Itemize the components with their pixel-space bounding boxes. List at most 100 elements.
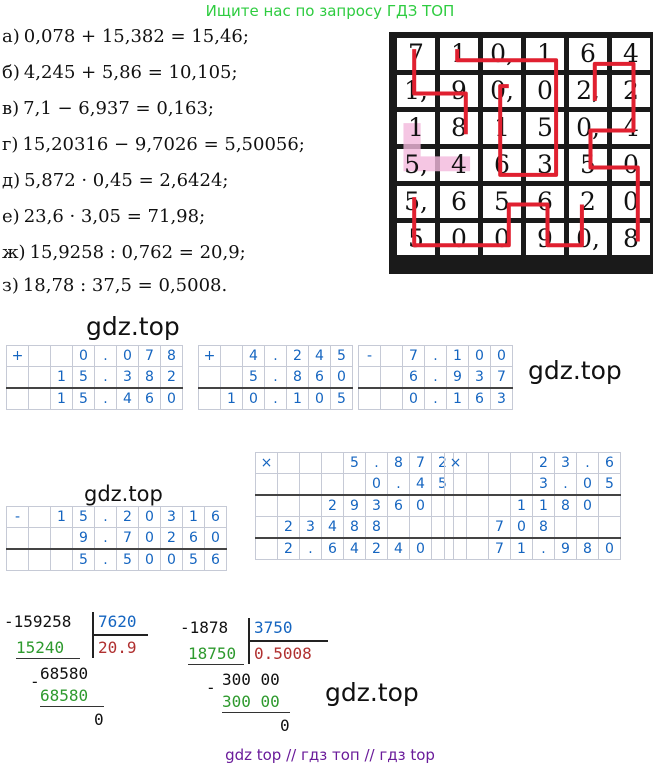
puzzle-cell: 0 [451,224,467,253]
dividend: -159258 [4,612,72,631]
digit-cell: 3 [490,387,513,410]
puzzle-cell: 5 [494,187,510,216]
digit-cell: 8 [343,516,366,539]
subtrahend-2: 300 00 [222,692,280,711]
digit-cell: 1 [50,506,73,528]
digit-cell: 8 [160,345,183,367]
digit-cell: 0 [160,548,183,571]
dividend: -1878 [180,618,229,637]
subtrahend: 15240 [16,638,65,657]
digit-cell: 4 [308,345,331,367]
digit-cell: . [94,345,117,367]
digit-cell: 0 [330,366,353,389]
puzzle-cell: 3 [537,150,553,179]
digit-cell: 3 [554,452,577,474]
digit-cell: 2 [116,506,139,528]
operator-cell: × [444,452,467,474]
puzzle-cell: 0 [537,76,553,105]
digit-cell: 7 [138,345,161,367]
digit-cell: 0 [468,345,491,367]
puzzle-cell: 5, [404,150,428,179]
digit-cell: 0 [308,387,331,410]
puzzle-cell: 0 [494,224,510,253]
digit-cell: 2 [277,537,300,560]
digit-cell: 1 [50,366,73,389]
digit-cell: 7 [490,366,513,389]
digit-cell: 7 [488,516,511,539]
column-multiplication-f: × 2 3. 6 3. 0 5 1 1 8 0 7 0 8 7 1. 9 8 0 [444,452,621,560]
digit-cell: 7 [402,345,425,367]
digit-cell: 6 [204,506,227,528]
equation-item: б) 4,245 + 5,86 = 10,105; [2,62,238,83]
digit-cell: 6 [321,537,344,560]
digit-cell: 1 [510,537,533,560]
digit-cell: 6 [138,387,161,410]
digit-cell: 0 [490,345,513,367]
digit-cell [28,548,51,571]
puzzle-cell: 4 [623,113,639,142]
digit-cell: 1 [446,345,469,367]
digit-cell [387,516,410,539]
operator-cell [198,366,221,389]
digit-cell [343,473,366,496]
digit-cell: 0 [138,506,161,528]
digit-cell [488,473,511,496]
operator-cell: - [358,345,381,367]
digit-cell: 9 [446,366,469,389]
digit-cell: . [94,548,117,571]
puzzle-cell: 5 [537,113,553,142]
puzzle-cell: 0, [576,224,600,253]
digit-cell: 7 [409,452,432,474]
digit-cell: 5 [343,452,366,474]
digit-cell [50,527,73,550]
digit-cell [380,366,403,389]
digit-cell [598,516,621,539]
operator-cell [358,366,381,389]
digit-cell: 2 [286,345,309,367]
digit-cell: 2 [160,527,183,550]
subtrahend-2: 68580 [40,686,89,705]
digit-cell [598,494,621,517]
digit-cell [488,494,511,517]
digit-cell: . [94,506,117,528]
long-division-1: -159258 7620 15240 20.9 68580 - 68580 0 [4,612,164,742]
operator-cell [6,387,29,410]
number-puzzle-grid: 7 1 0, 1 6 4 1, 9 0, 0 2, 2 1 8 1 5 0, 4 5, 4 6 3 5 0 5, 6 5 6 2 0 5 0 0… [389,32,653,274]
quotient: 20.9 [98,638,137,657]
operator-cell [255,494,278,517]
watermark: gdz.top [325,678,419,707]
digit-cell: 0 [402,387,425,410]
digit-cell: 5 [72,366,95,389]
digit-cell: 2 [321,494,344,517]
puzzle-cell: 6 [494,150,510,179]
digit-cell: 2 [277,516,300,539]
underline [188,664,244,665]
remainder: 300 00 [222,670,280,689]
puzzle-cell: 0, [490,39,514,68]
digit-cell: 5 [72,387,95,410]
minus-sign: - [30,672,40,691]
digit-cell: 4 [343,537,366,560]
puzzle-cell: 4 [451,150,467,179]
digit-cell: . [94,366,117,389]
digit-cell: 7 [488,537,511,560]
digit-cell: 5 [330,387,353,410]
division-result: 0 [94,710,104,729]
puzzle-cell: 1 [494,113,510,142]
underline [222,712,290,713]
watermark: gdz.top [84,482,163,506]
puzzle-cell: 7 [408,39,424,68]
digit-cell: . [532,537,555,560]
operator-cell [255,516,278,539]
operator-cell [6,548,29,571]
digit-cell [510,452,533,474]
digit-cell: 4 [387,537,410,560]
remainder: 68580 [40,664,89,683]
operator-cell: × [255,452,278,474]
digit-cell: 0 [598,537,621,560]
digit-cell: 5 [598,473,621,496]
digit-cell: . [365,452,388,474]
digit-cell [321,473,344,496]
digit-cell: 4 [242,345,265,367]
operator-cell [358,387,381,410]
